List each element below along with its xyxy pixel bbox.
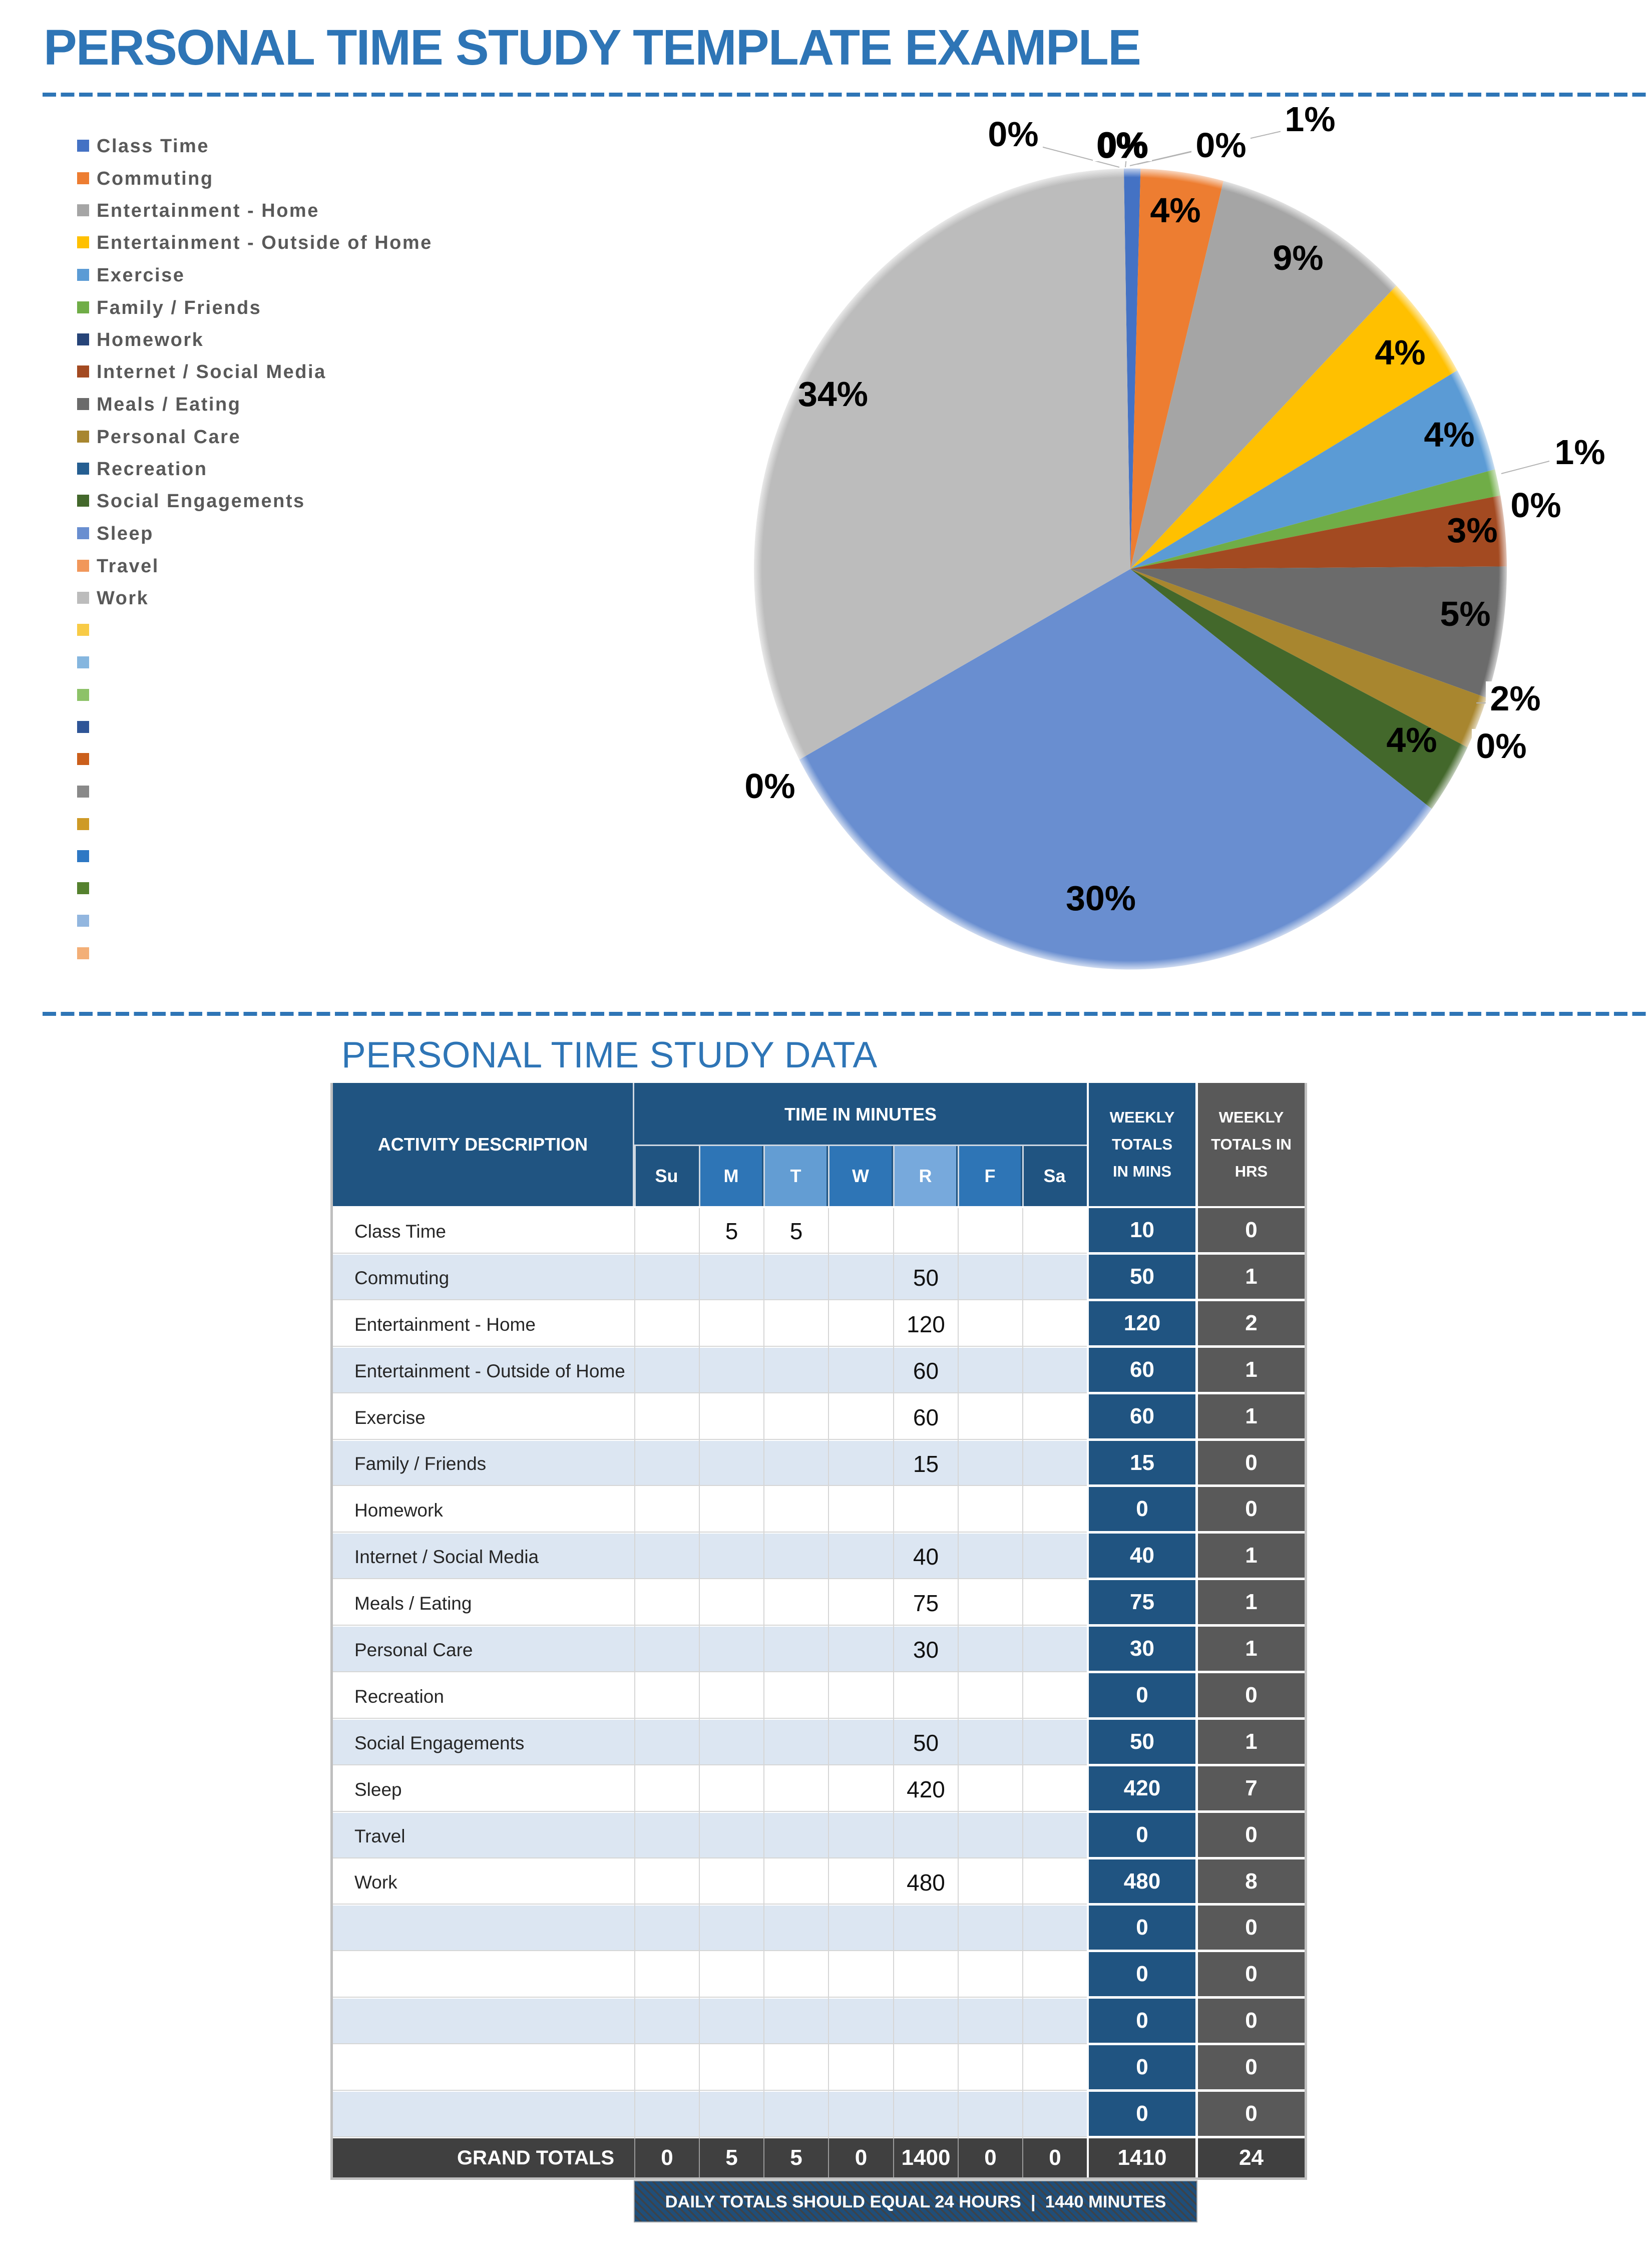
svg-text:4%: 4% (1424, 415, 1474, 454)
svg-text:1%: 1% (1554, 433, 1605, 472)
svg-text:5%: 5% (1440, 594, 1490, 633)
svg-text:0%: 0% (1510, 486, 1561, 525)
svg-text:0%: 0% (988, 115, 1038, 154)
svg-text:1%: 1% (1285, 100, 1335, 139)
svg-text:4%: 4% (1150, 191, 1200, 230)
svg-text:2%: 2% (1490, 679, 1540, 718)
svg-text:0%: 0% (744, 767, 795, 806)
svg-text:0%: 0% (1476, 726, 1526, 766)
svg-text:9%: 9% (1273, 238, 1323, 277)
svg-text:0%: 0% (1195, 126, 1246, 165)
svg-text:4%: 4% (1375, 333, 1425, 372)
svg-text:34%: 34% (798, 374, 868, 414)
svg-text:0%: 0% (1097, 126, 1147, 165)
svg-text:4%: 4% (1386, 720, 1437, 760)
svg-text:30%: 30% (1066, 879, 1136, 918)
svg-text:3%: 3% (1447, 511, 1497, 550)
